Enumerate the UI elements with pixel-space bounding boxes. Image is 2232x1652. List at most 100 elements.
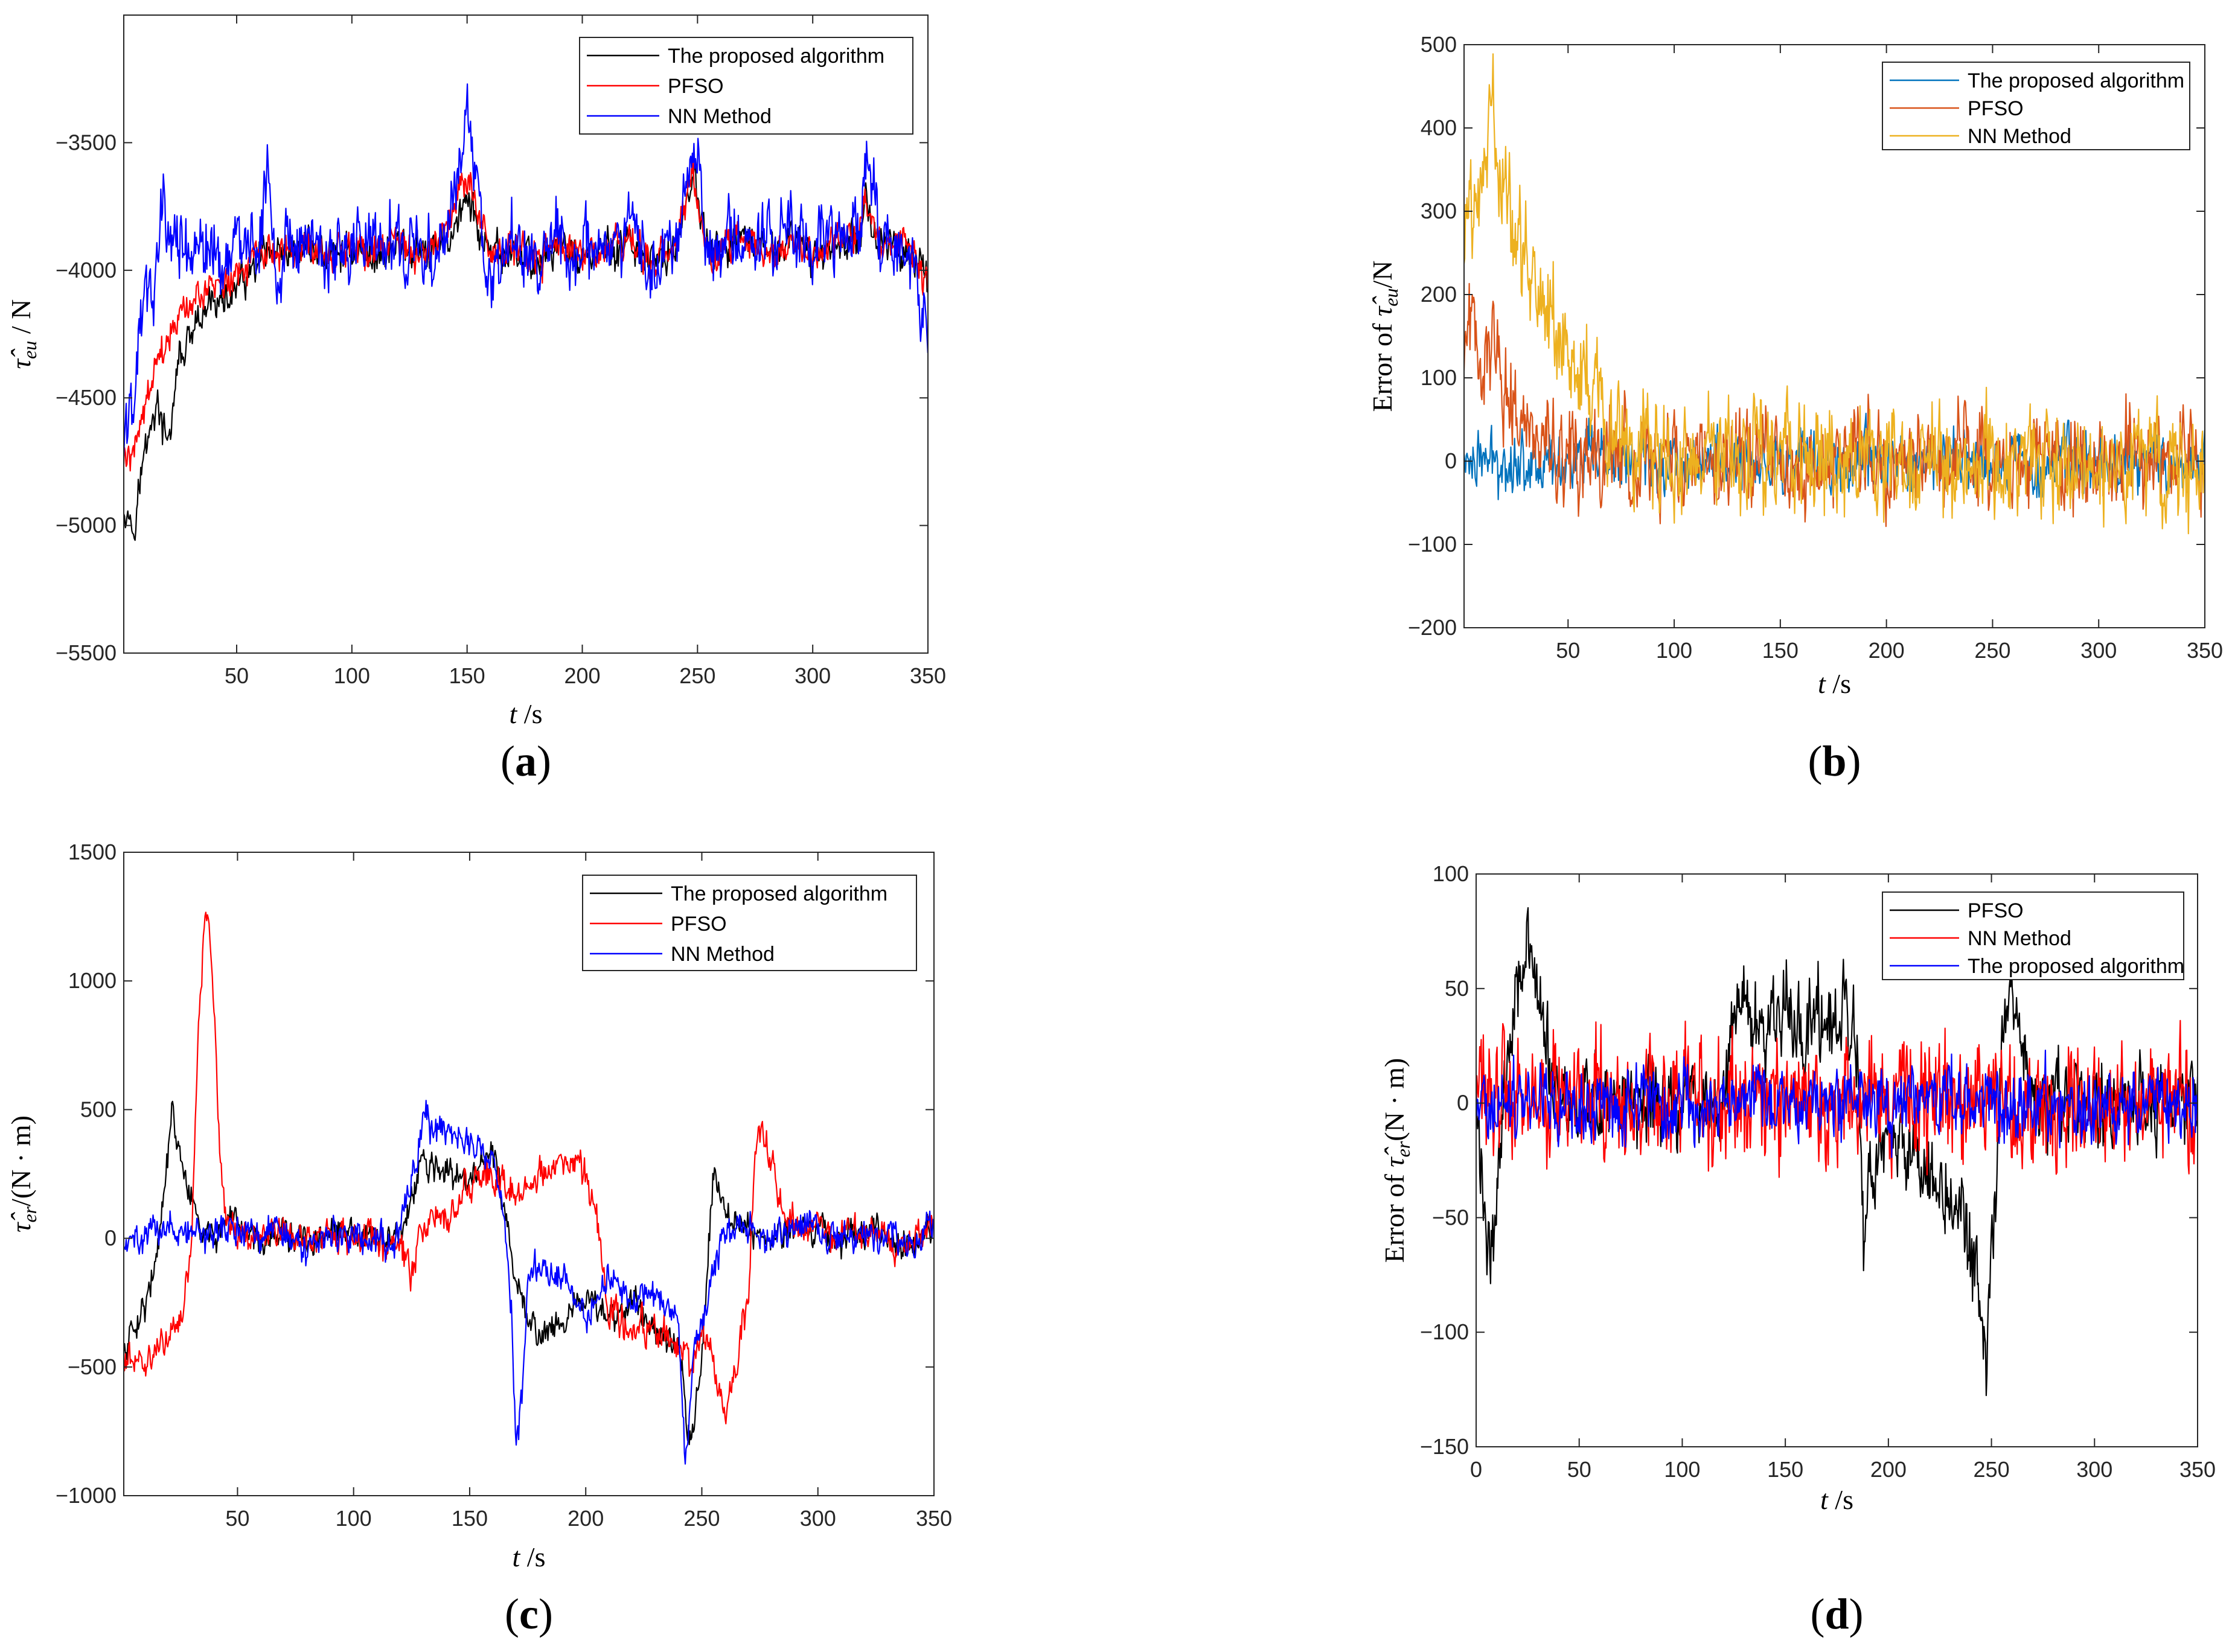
y-axis-label-subscript: eu [1380, 288, 1402, 306]
y-tick-label: −3500 [56, 130, 117, 155]
x-tick-label: 250 [1974, 1457, 2010, 1482]
y-tick-label: −1000 [56, 1483, 117, 1508]
legend-label-pfso: PFSO [1968, 899, 2024, 922]
y-tick-label: 0 [104, 1226, 117, 1251]
x-axis-label: t /s [1818, 668, 1851, 699]
y-tick-label: 1000 [68, 968, 117, 993]
x-tick-label: 350 [916, 1506, 952, 1531]
panel-label-open: ( [1810, 1590, 1824, 1638]
x-tick-label: 250 [683, 1506, 720, 1531]
x-tick-label: 150 [449, 663, 485, 688]
legend-label-the-proposed-algorithm: The proposed algorithm [1968, 69, 2184, 92]
x-tick-label: 200 [564, 663, 600, 688]
axes-box [1476, 873, 2198, 1447]
y-tick-label: −4500 [56, 385, 117, 410]
panel-c-chart: 50 100 150 200 250 300 350 −1000 −500 0 500 1000 150… [5, 840, 952, 1638]
x-tick-label: 50 [225, 1506, 249, 1531]
x-tick-label: 200 [1869, 638, 1905, 663]
y-tick-label: 100 [1421, 365, 1457, 390]
y-tick-label: −100 [1408, 532, 1457, 557]
x-tick-label: 300 [2080, 638, 2117, 663]
series-line-nn-method [1464, 53, 2205, 535]
x-axis-label-unit: /s [517, 698, 542, 729]
x-axis-label: t /s [513, 1542, 546, 1572]
y-axis-label-unit: /N [1367, 260, 1398, 288]
series-line-nn-method [124, 1100, 934, 1465]
y-tick-label: 200 [1421, 282, 1457, 307]
series-group [124, 911, 934, 1465]
x-tick-label: 150 [1762, 638, 1799, 663]
y-tick-label: −5500 [56, 640, 117, 665]
panel-label-letter: c [519, 1590, 539, 1638]
panel-label: (c) [505, 1590, 553, 1638]
y-tick-label: 0 [1457, 1091, 1469, 1115]
x-tick-label: 300 [800, 1506, 836, 1531]
x-axis-label-var: t [513, 1542, 521, 1572]
legend: The proposed algorithm PFSO NN Method [1882, 62, 2190, 150]
panel-label-letter: d [1824, 1590, 1849, 1638]
y-tick-label: 50 [1445, 976, 1469, 1001]
x-tick-label: 50 [225, 663, 249, 688]
panel-label-close: ) [539, 1590, 553, 1638]
x-tick-label: 200 [1870, 1457, 1907, 1482]
y-tick-label: −200 [1408, 615, 1457, 640]
panel-label-open: ( [500, 737, 515, 785]
y-tick-label: 100 [1433, 861, 1469, 886]
x-tick-label: 100 [1656, 638, 1692, 663]
x-tick-label: 150 [452, 1506, 488, 1531]
legend-label-pfso: PFSO [671, 913, 727, 936]
panel-label-close: ) [1849, 1590, 1864, 1638]
y-tick-label: 500 [80, 1097, 117, 1121]
y-axis-label: Error of τ̂er(N · m) [1379, 1058, 1414, 1263]
legend-label-nn-method: NN Method [671, 943, 775, 966]
y-axis-label: τ̂er/(N · m) [5, 1115, 40, 1233]
axes-box [1463, 44, 2205, 628]
y-tick-label: 300 [1421, 199, 1457, 223]
series-group [1476, 907, 2198, 1397]
series-group [1464, 53, 2205, 535]
y-tick-label: −500 [68, 1354, 117, 1379]
x-tick-label: 250 [1974, 638, 2010, 663]
axes-box [123, 852, 935, 1496]
series-line-the-proposed-algorithm [1476, 1049, 2198, 1158]
panel-label-close: ) [1847, 737, 1861, 785]
legend: The proposed algorithm PFSO NN Method [582, 875, 917, 971]
y-tick-label: −150 [1420, 1434, 1469, 1459]
y-axis-label-unit: (N · m) [1379, 1058, 1410, 1141]
y-tick-label: 1500 [68, 840, 117, 864]
y-axis-label-subscript: eu [19, 341, 40, 359]
legend-label-the-proposed-algorithm: The proposed algorithm [1968, 955, 2184, 978]
y-axis-label: Error of τ̂eu/N [1367, 260, 1402, 412]
series-group [124, 83, 928, 541]
legend-label-nn-method: NN Method [668, 105, 772, 128]
panel-d-chart: 0 50 100 150 200 250 300 350 −150 −100 −50 0 50 100 PF… [1379, 861, 2216, 1638]
legend-label-pfso: PFSO [668, 75, 724, 98]
legend-label-pfso: PFSO [1968, 97, 2024, 120]
y-tick-label: 0 [1445, 448, 1457, 473]
x-tick-label: 350 [2187, 638, 2223, 663]
y-axis-label-unit: / N [5, 299, 36, 341]
legend: PFSO NN Method The proposed algorithm [1882, 891, 2184, 980]
x-tick-label: 300 [795, 663, 831, 688]
y-tick-label: −5000 [56, 513, 117, 538]
axes-box [123, 14, 929, 654]
panel-label-open: ( [1808, 737, 1822, 785]
panel-label-letter: b [1822, 737, 1846, 785]
panel-a-chart: 50 100 150 200 250 300 350 −5500 −5000 −4500 −4000… [5, 14, 946, 785]
y-axis-label-prefix: Error of [1379, 1167, 1410, 1263]
x-tick-label: 250 [679, 663, 715, 688]
x-axis-label: t /s [510, 698, 543, 729]
x-axis-label-var: t [1818, 668, 1826, 699]
x-tick-label: 150 [1767, 1457, 1803, 1482]
panel-label-letter: a [515, 737, 537, 785]
panel-label-open: ( [505, 1590, 519, 1638]
panel-b-chart: 50 100 150 200 250 300 350 −200 −100 0 100 200 300 40… [1367, 32, 2223, 785]
x-tick-label: 50 [1556, 638, 1580, 663]
legend-label-nn-method: NN Method [1968, 927, 2071, 950]
x-tick-label: 350 [2179, 1457, 2216, 1482]
x-tick-label: 350 [910, 663, 946, 688]
legend-label-nn-method: NN Method [1968, 125, 2071, 148]
x-tick-label: 50 [1567, 1457, 1591, 1482]
y-axis-label-subscript: er [19, 1206, 40, 1222]
x-axis-label-var: t [1820, 1484, 1829, 1515]
